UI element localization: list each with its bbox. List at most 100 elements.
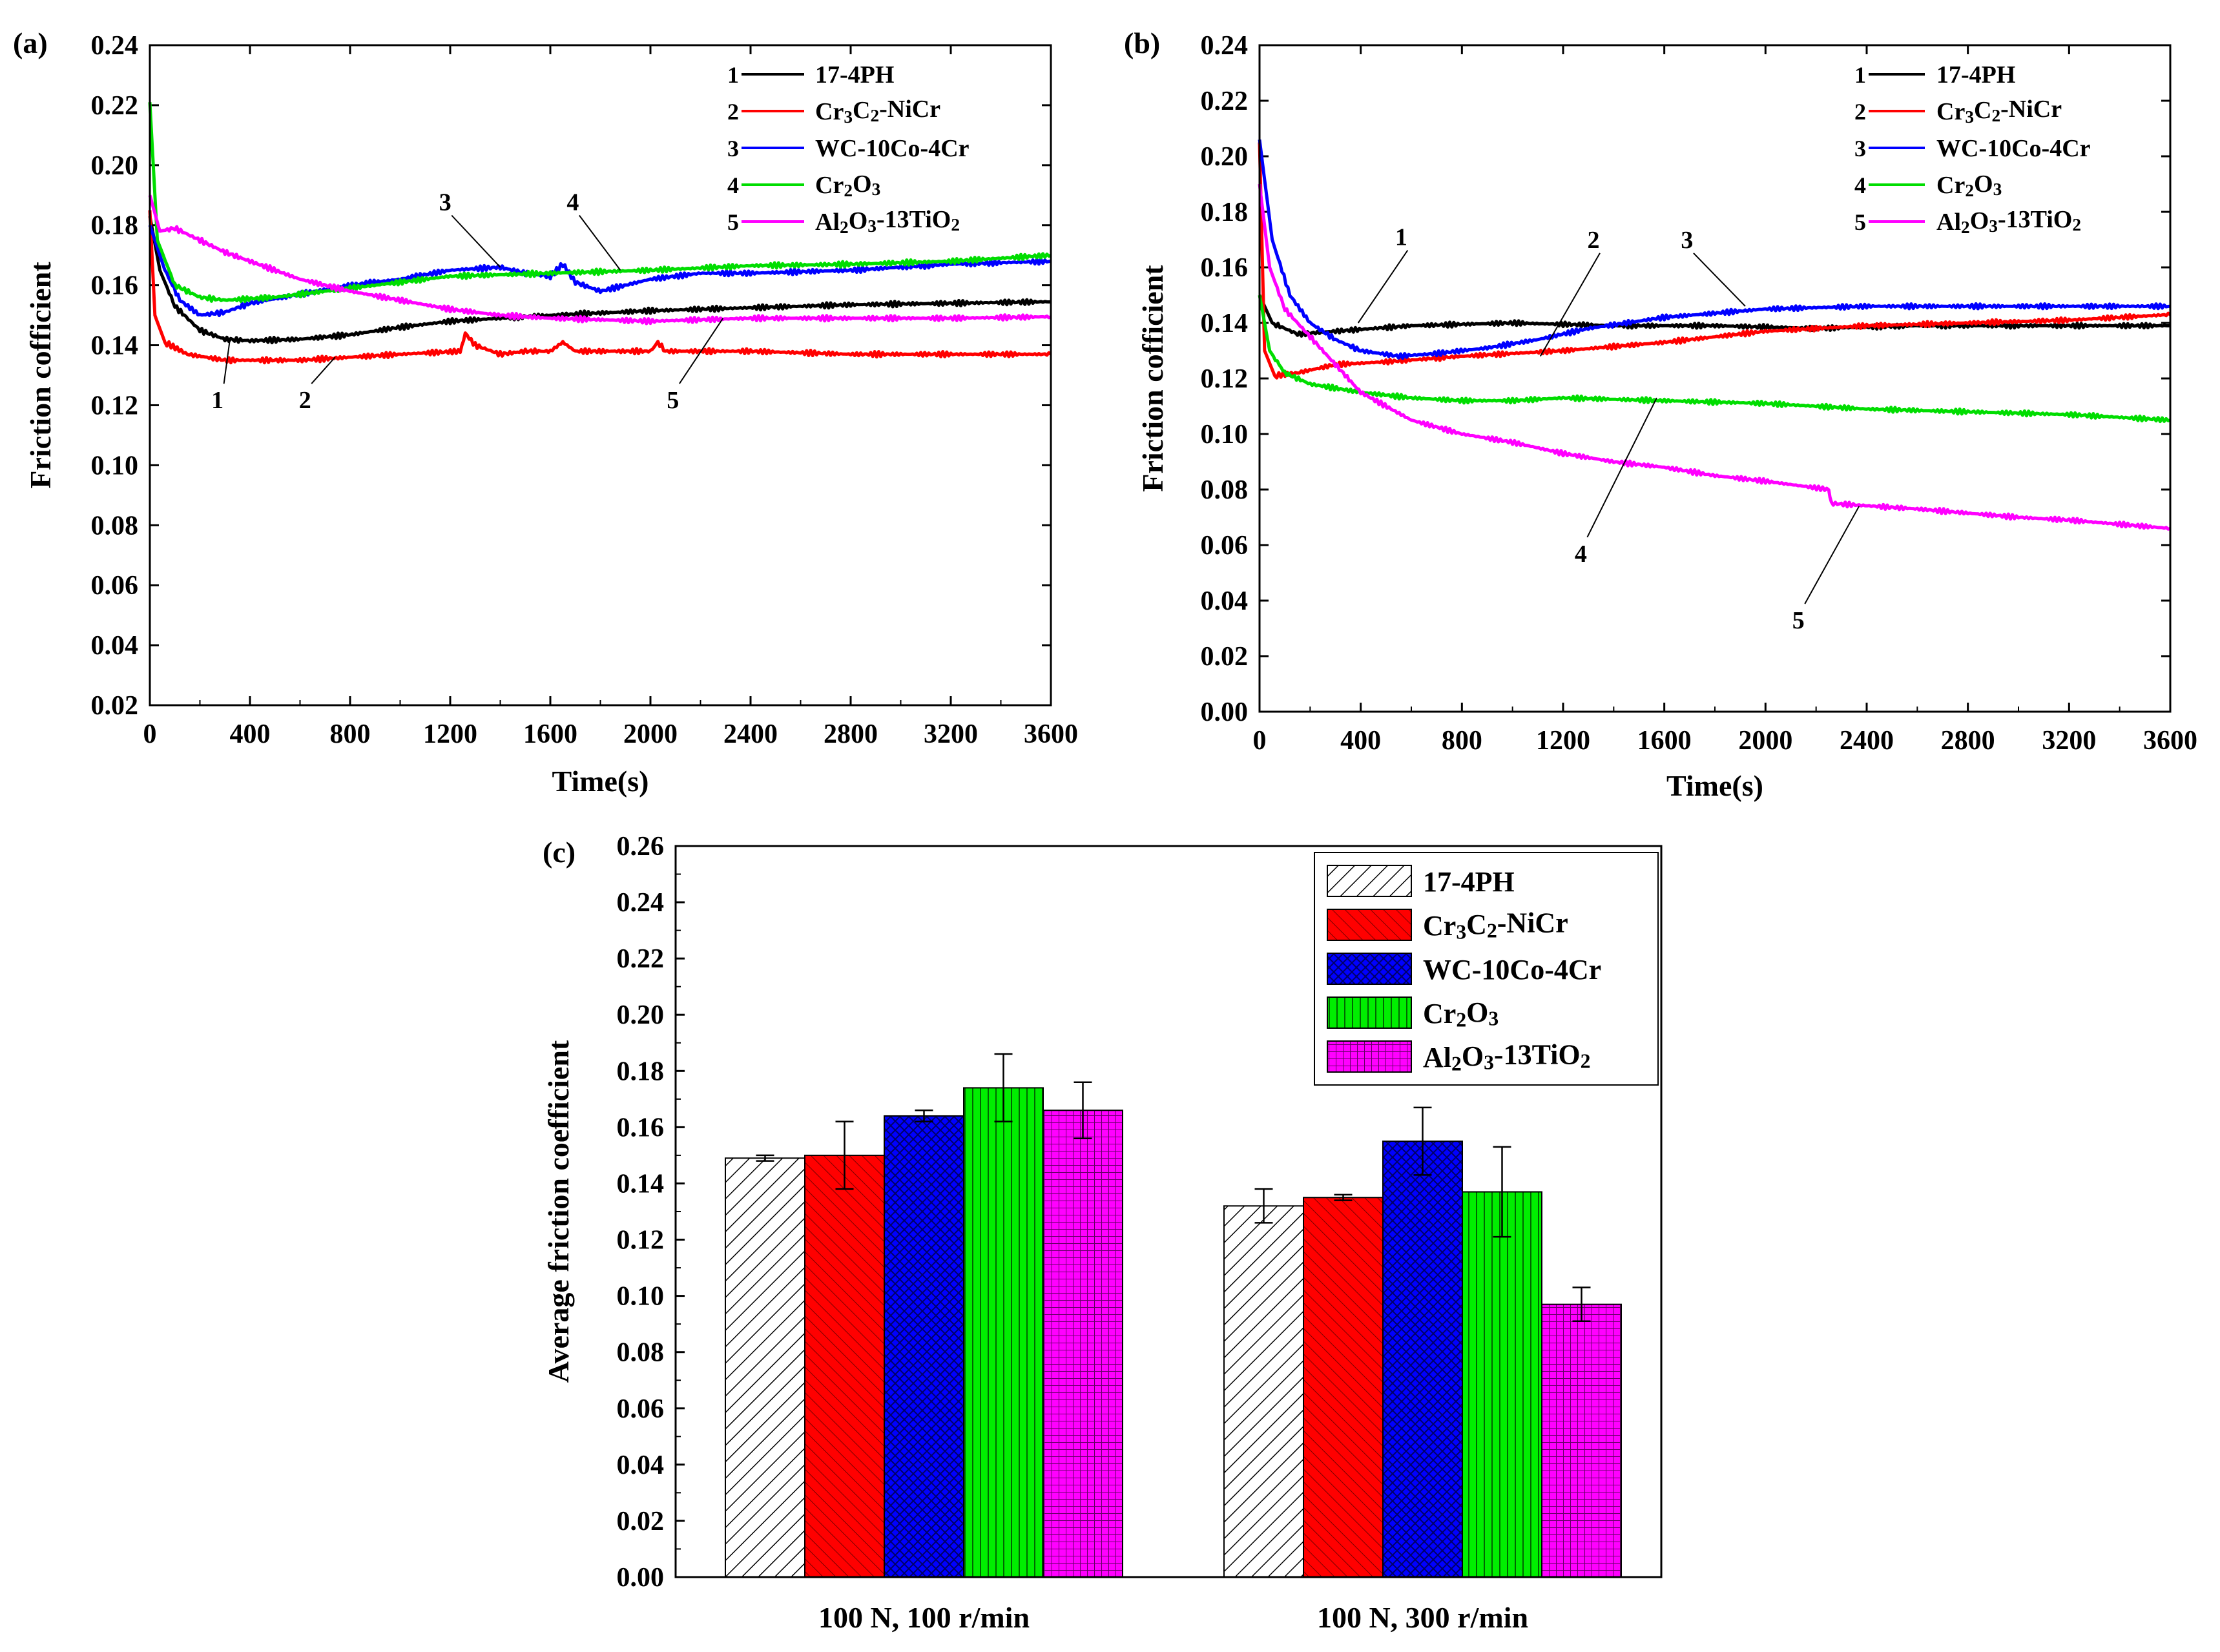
legend-label: WC-10Co-4Cr <box>1936 135 2091 162</box>
y-tick-label: 0.26 <box>617 832 665 862</box>
legend-label: Cr3C2-NiCr <box>1936 96 2062 127</box>
y-tick-label: 0.04 <box>1201 586 1249 616</box>
x-tick-label: 1600 <box>523 719 577 749</box>
y-tick-label: 0.02 <box>91 691 139 721</box>
panel-c-y-axis-title: Average friction coefficient <box>542 1040 575 1383</box>
annotation-label: 1 <box>1395 224 1407 251</box>
x-tick-label: 2000 <box>1738 726 1792 756</box>
y-tick-label: 0.12 <box>1201 364 1249 394</box>
legend-swatch <box>1327 996 1412 1029</box>
x-tick-label: 2800 <box>1941 726 1995 756</box>
series-line-3 <box>1258 139 2171 360</box>
legend-label: Cr2O3 <box>1423 996 1499 1031</box>
legend-label: WC-10Co-4Cr <box>815 135 970 162</box>
bar <box>1043 1110 1123 1578</box>
annotation-leader <box>579 214 621 271</box>
annotation-label: 2 <box>299 387 311 414</box>
chart-panel-a: (a) 0 400 800 1200 1600 2000 2400 2800 3200 36000… <box>13 26 1078 798</box>
y-tick-label: 0.08 <box>91 511 139 541</box>
legend-swatch <box>1327 865 1412 897</box>
y-tick-label: 0.22 <box>91 91 139 121</box>
panel-a-series <box>148 102 1052 365</box>
panel-c-legend: 17-4PH Cr3C2-NiCr WC-10Co-4Cr Cr2O3 Al2O3-13… <box>1314 852 1659 1086</box>
y-tick-label: 0.22 <box>1201 87 1249 116</box>
y-tick-label: 0.10 <box>617 1282 665 1312</box>
legend-number: 1 <box>727 62 739 88</box>
y-tick-label: 0.18 <box>1201 198 1249 227</box>
legend-label: 17-4PH <box>1423 866 1515 898</box>
series-line-5 <box>1258 183 2171 531</box>
panel-b-plot-frame <box>1258 44 2172 713</box>
panel-c-ticks: 0.00 0.02 0.04 0.06 0.08 0.10 0.12 0.14 0.16 0.18… <box>617 832 1529 1634</box>
x-tick-label: 2800 <box>824 719 878 749</box>
annotation-leader <box>311 356 336 384</box>
y-tick-label: 0.14 <box>1201 309 1249 338</box>
y-tick-label: 0.06 <box>617 1394 665 1424</box>
annotation-label: 4 <box>1575 541 1587 568</box>
series-line-4 <box>1258 294 2171 424</box>
bar <box>725 1157 805 1578</box>
annotation-leader <box>1804 506 1860 604</box>
legend-label: Cr2O3 <box>815 170 880 200</box>
y-tick-label: 0.14 <box>91 331 139 361</box>
legend-number: 4 <box>727 172 739 198</box>
annotation-leader <box>679 318 724 384</box>
y-tick-label: 0.18 <box>617 1057 665 1086</box>
x-tick-label: 0 <box>143 719 157 749</box>
panel-a-y-axis-title: Friction cofficient <box>24 262 57 489</box>
y-tick-label: 0.24 <box>1201 31 1249 61</box>
bar <box>804 1154 885 1578</box>
y-tick-label: 0.20 <box>1201 142 1249 172</box>
y-tick-label: 0.20 <box>91 151 139 181</box>
legend-swatch <box>1327 953 1412 985</box>
panel-b-y-axis-title: Friction cofficient <box>1136 265 1169 492</box>
bar <box>1382 1141 1463 1578</box>
x-tick-label: 0 <box>1253 726 1267 756</box>
legend-label: WC-10Co-4Cr <box>1423 954 1601 986</box>
legend-number: 2 <box>727 99 739 125</box>
x-tick-label: 3200 <box>924 719 978 749</box>
legend-label: 17-4PH <box>1936 61 2015 88</box>
x-tick-label: 3600 <box>1024 719 1078 749</box>
annotation-leader <box>1357 250 1409 324</box>
legend-number: 1 <box>1854 62 1866 88</box>
y-tick-label: 0.18 <box>91 211 139 241</box>
y-tick-label: 0.24 <box>91 31 139 61</box>
panel-b-ticks: 0 400 800 1200 1600 2000 2400 2800 3200 3600 0.00 0… <box>1201 31 2198 756</box>
y-tick-label: 0.08 <box>617 1338 665 1368</box>
annotation-leader <box>1539 253 1601 357</box>
annotation-leader <box>1693 253 1746 307</box>
legend-number: 3 <box>1854 136 1866 161</box>
y-tick-label: 0.16 <box>91 271 139 301</box>
legend-number: 2 <box>1854 99 1866 125</box>
y-tick-label: 0.06 <box>1201 531 1249 561</box>
y-tick-label: 0.02 <box>617 1507 665 1536</box>
y-tick-label: 0.02 <box>1201 642 1249 672</box>
legend-number: 5 <box>1854 209 1866 235</box>
series-line-5 <box>148 194 1052 325</box>
series-line-2 <box>148 210 1052 365</box>
y-tick-label: 0.06 <box>91 571 139 601</box>
bar <box>1462 1191 1542 1578</box>
bar <box>884 1115 964 1578</box>
chart-panel-c: (c) 0.00 0.02 0.04 0.06 0.08 0.10 0.12 0.14 0.16… <box>542 832 1663 1634</box>
series-line-4 <box>148 102 1052 304</box>
annotation-leader <box>451 214 501 268</box>
annotation-label: 5 <box>667 387 679 414</box>
legend-number: 4 <box>1854 172 1866 198</box>
y-tick-label: 0.00 <box>617 1563 665 1593</box>
x-tick-label: 1600 <box>1637 726 1692 756</box>
y-tick-label: 0.14 <box>617 1169 665 1199</box>
annotation-label: 3 <box>439 189 451 216</box>
legend-swatch <box>1327 1040 1412 1073</box>
y-tick-label: 0.12 <box>617 1226 665 1255</box>
bar <box>1303 1197 1384 1578</box>
annotation-leader <box>1586 397 1657 538</box>
x-tick-label: 2400 <box>1840 726 1894 756</box>
panel-b-annotations: 1 2 3 4 5 <box>1357 224 1860 634</box>
legend-number: 3 <box>727 136 739 161</box>
x-tick-label: 800 <box>330 719 371 749</box>
panel-a-legend: 1 17-4PH 2 Cr3C2-NiCr 3 WC-10Co-4Cr 4 Cr2O3 5 Al2… <box>727 61 970 237</box>
annotation-label: 3 <box>1681 227 1693 254</box>
